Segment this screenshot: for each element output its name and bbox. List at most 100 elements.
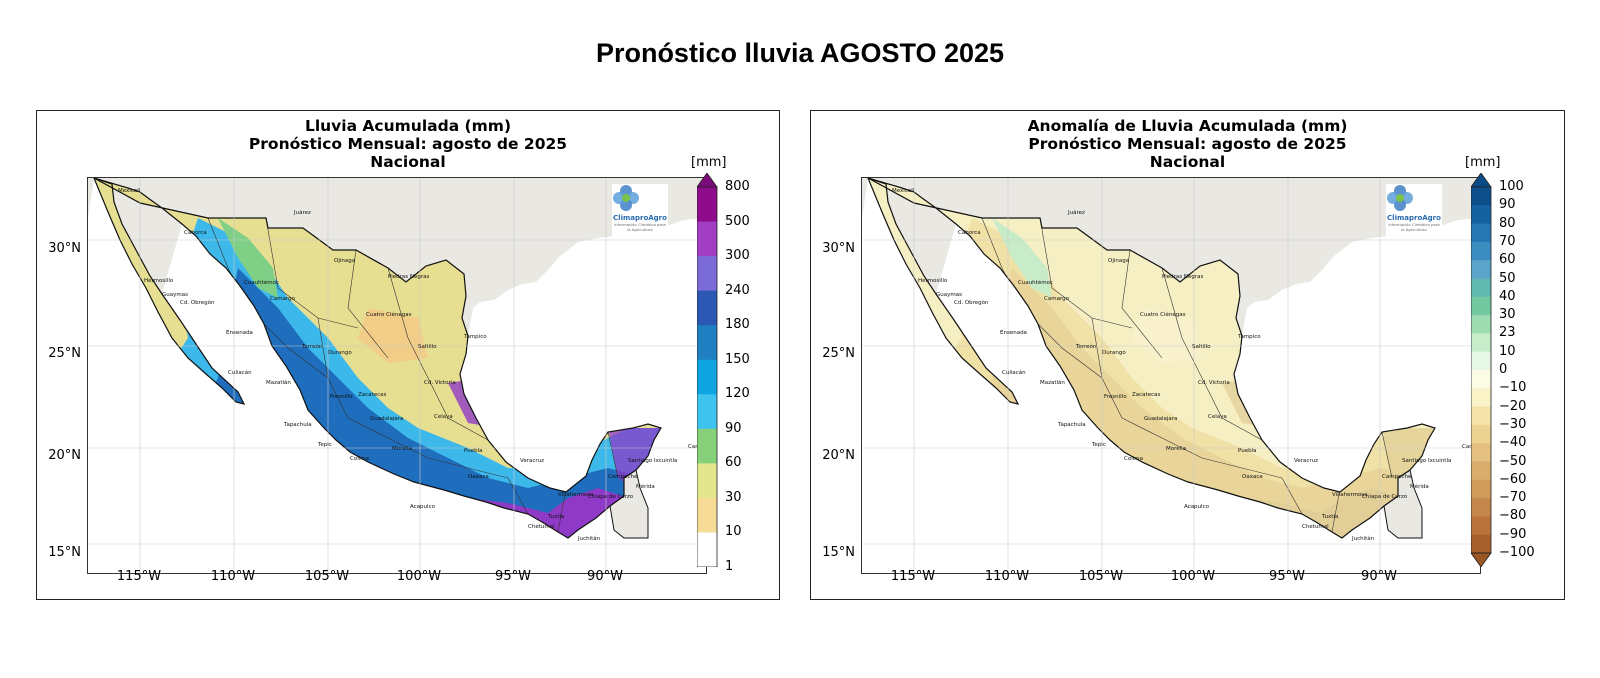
colorbar-tick-label: −60	[1499, 471, 1527, 487]
colorbar	[697, 173, 718, 567]
map-panel-anomaly: Anomalía de Lluvia Acumulada (mm) Pronós…	[810, 110, 1565, 600]
city-label: Tampico	[1237, 334, 1261, 340]
city-label: Zacatecas	[1132, 392, 1160, 398]
mexico-outline	[93, 178, 662, 539]
panel-title-line-3: Nacional	[370, 153, 446, 171]
city-label: Tuxtla	[1321, 514, 1338, 520]
colorbar-segment	[1471, 443, 1491, 462]
city-label: Morelia	[1166, 446, 1186, 452]
panel-title-line-2: Pronóstico Mensual: agosto de 2025	[248, 135, 568, 153]
city-label: Chetumal	[528, 524, 555, 530]
colorbar-tick-label: −10	[1499, 380, 1527, 396]
flower-logo-icon	[613, 185, 639, 211]
field-peak	[318, 438, 648, 538]
panel-title-line-2: Pronóstico Mensual: agosto de 2025	[1028, 135, 1347, 153]
field-dry	[1132, 308, 1202, 363]
colorbar-tick-label: 150	[725, 351, 750, 367]
colorbar-tick-label: 800	[725, 179, 750, 194]
city-label: Culiacán	[1002, 369, 1026, 376]
flower-logo-icon	[1387, 185, 1413, 211]
field-green-strip	[218, 218, 278, 298]
colorbar-segment	[697, 463, 717, 499]
city-label: Mexicali	[118, 188, 141, 194]
city-label: Ensenada	[1000, 330, 1027, 336]
climaproagro-logo: ClimaproAgro Información Climática para …	[1386, 184, 1442, 236]
colorbar-tick-label: 60	[725, 455, 742, 471]
lat-tick-25n: 25°N	[48, 346, 81, 361]
colorbar-tick-label: −70	[1499, 490, 1527, 506]
city-label: Mazatlán	[266, 379, 291, 386]
colorbar-tick-label: −40	[1499, 435, 1527, 451]
colorbar-tick-label: 23	[1499, 325, 1516, 341]
city-label: Ojinaga	[334, 258, 355, 264]
city-label: Cd. Obregón	[180, 299, 215, 306]
logo-name: ClimaproAgro	[1387, 214, 1441, 222]
colorbar-segment	[697, 290, 717, 326]
colorbar-segment	[697, 497, 717, 533]
mexico-map: Mexicali Juárez Caborca Ojinaga Piedras Negr…	[862, 178, 1480, 573]
city-label: Fresnillo	[330, 394, 353, 400]
baja-outline	[867, 178, 1020, 405]
colorbar-min-arrow	[1471, 552, 1492, 567]
city-label: Celaya	[1208, 414, 1227, 420]
colorbar-tick-label: −100	[1499, 545, 1535, 560]
city-label: Oaxaca	[1242, 474, 1263, 480]
lon-tick-90w: 90°W	[587, 569, 623, 584]
colorbar-tick-label: 10	[725, 524, 742, 540]
city-label: Culiacán	[228, 369, 252, 376]
lat-tick-15n: 15°N	[48, 545, 81, 560]
city-label: Campeche	[1382, 474, 1412, 480]
field-dry	[358, 308, 428, 363]
panel-title-line-1: Lluvia Acumulada (mm)	[304, 117, 512, 135]
city-label: Campeche	[608, 474, 638, 480]
colorbar-segment	[1471, 223, 1491, 243]
colorbar-segment	[1471, 296, 1491, 316]
colorbar-segment	[1471, 205, 1491, 225]
logo-tagline: Información Climática para la Agricultur…	[614, 222, 666, 232]
city-label: Hermosillo	[918, 278, 948, 284]
city-label: Puebla	[1238, 448, 1256, 454]
colorbar-tick-label: 30	[1499, 307, 1516, 323]
lat-tick-30n: 30°N	[822, 241, 855, 256]
city-label: Chetumal	[1302, 524, 1329, 530]
panel-title: Anomalía de Lluvia Acumulada (mm) Pronós…	[811, 117, 1564, 171]
city-label: Cuatro Ciénegas	[1140, 311, 1186, 318]
colorbar-tick-label: 80	[1499, 215, 1516, 231]
gulf-of-mexico	[1234, 218, 1480, 492]
lon-tick-115w: 115°W	[890, 569, 936, 584]
city-label: Mérida	[636, 483, 655, 490]
city-label: Villahermosa	[1332, 492, 1368, 498]
city-label: Chiapa de Corzo	[588, 494, 634, 500]
colorbar-segment	[697, 359, 717, 395]
city-label: Caborca	[958, 230, 981, 236]
city-label: Mazatlán	[1040, 379, 1065, 386]
colorbar-tick-label: 10	[1499, 343, 1516, 359]
city-label: Tapachula	[1057, 422, 1086, 428]
colorbar-unit: [mm]	[691, 155, 727, 170]
city-label: Piedras Negras	[388, 274, 429, 280]
colorbar-unit: [mm]	[1465, 155, 1501, 170]
lon-tick-100w: 100°W	[1170, 569, 1216, 584]
pacific-ocean	[862, 178, 1398, 573]
logo-name: ClimaproAgro	[613, 214, 667, 222]
colorbar-tick-label: 30	[725, 489, 742, 505]
colorbar-tick-label: 40	[1499, 288, 1516, 304]
city-label: Juchitán	[577, 535, 601, 542]
climaproagro-logo: ClimaproAgro Información Climática para …	[612, 184, 668, 236]
lon-tick-105w: 105°W	[304, 569, 350, 584]
city-label: Acapulco	[410, 504, 436, 510]
panel-title: Lluvia Acumulada (mm) Pronóstico Mensual…	[37, 117, 779, 171]
city-label: Durango	[328, 350, 352, 356]
city-label: Juchitán	[1351, 535, 1375, 542]
lat-tick-25n: 25°N	[822, 346, 855, 361]
colorbar-tick-label: 500	[725, 213, 750, 229]
city-label: Saltillo	[1192, 344, 1211, 350]
colorbar-segment	[1471, 370, 1491, 389]
colorbar-tick-label: 60	[1499, 252, 1516, 268]
city-label: Zacatecas	[358, 392, 386, 398]
city-label: Puebla	[464, 448, 482, 454]
colorbar-segment	[697, 394, 717, 430]
city-label: Cd. Obregón	[954, 299, 989, 306]
colorbar-segment	[697, 187, 717, 223]
colorbar-tick-label: 180	[725, 317, 750, 333]
